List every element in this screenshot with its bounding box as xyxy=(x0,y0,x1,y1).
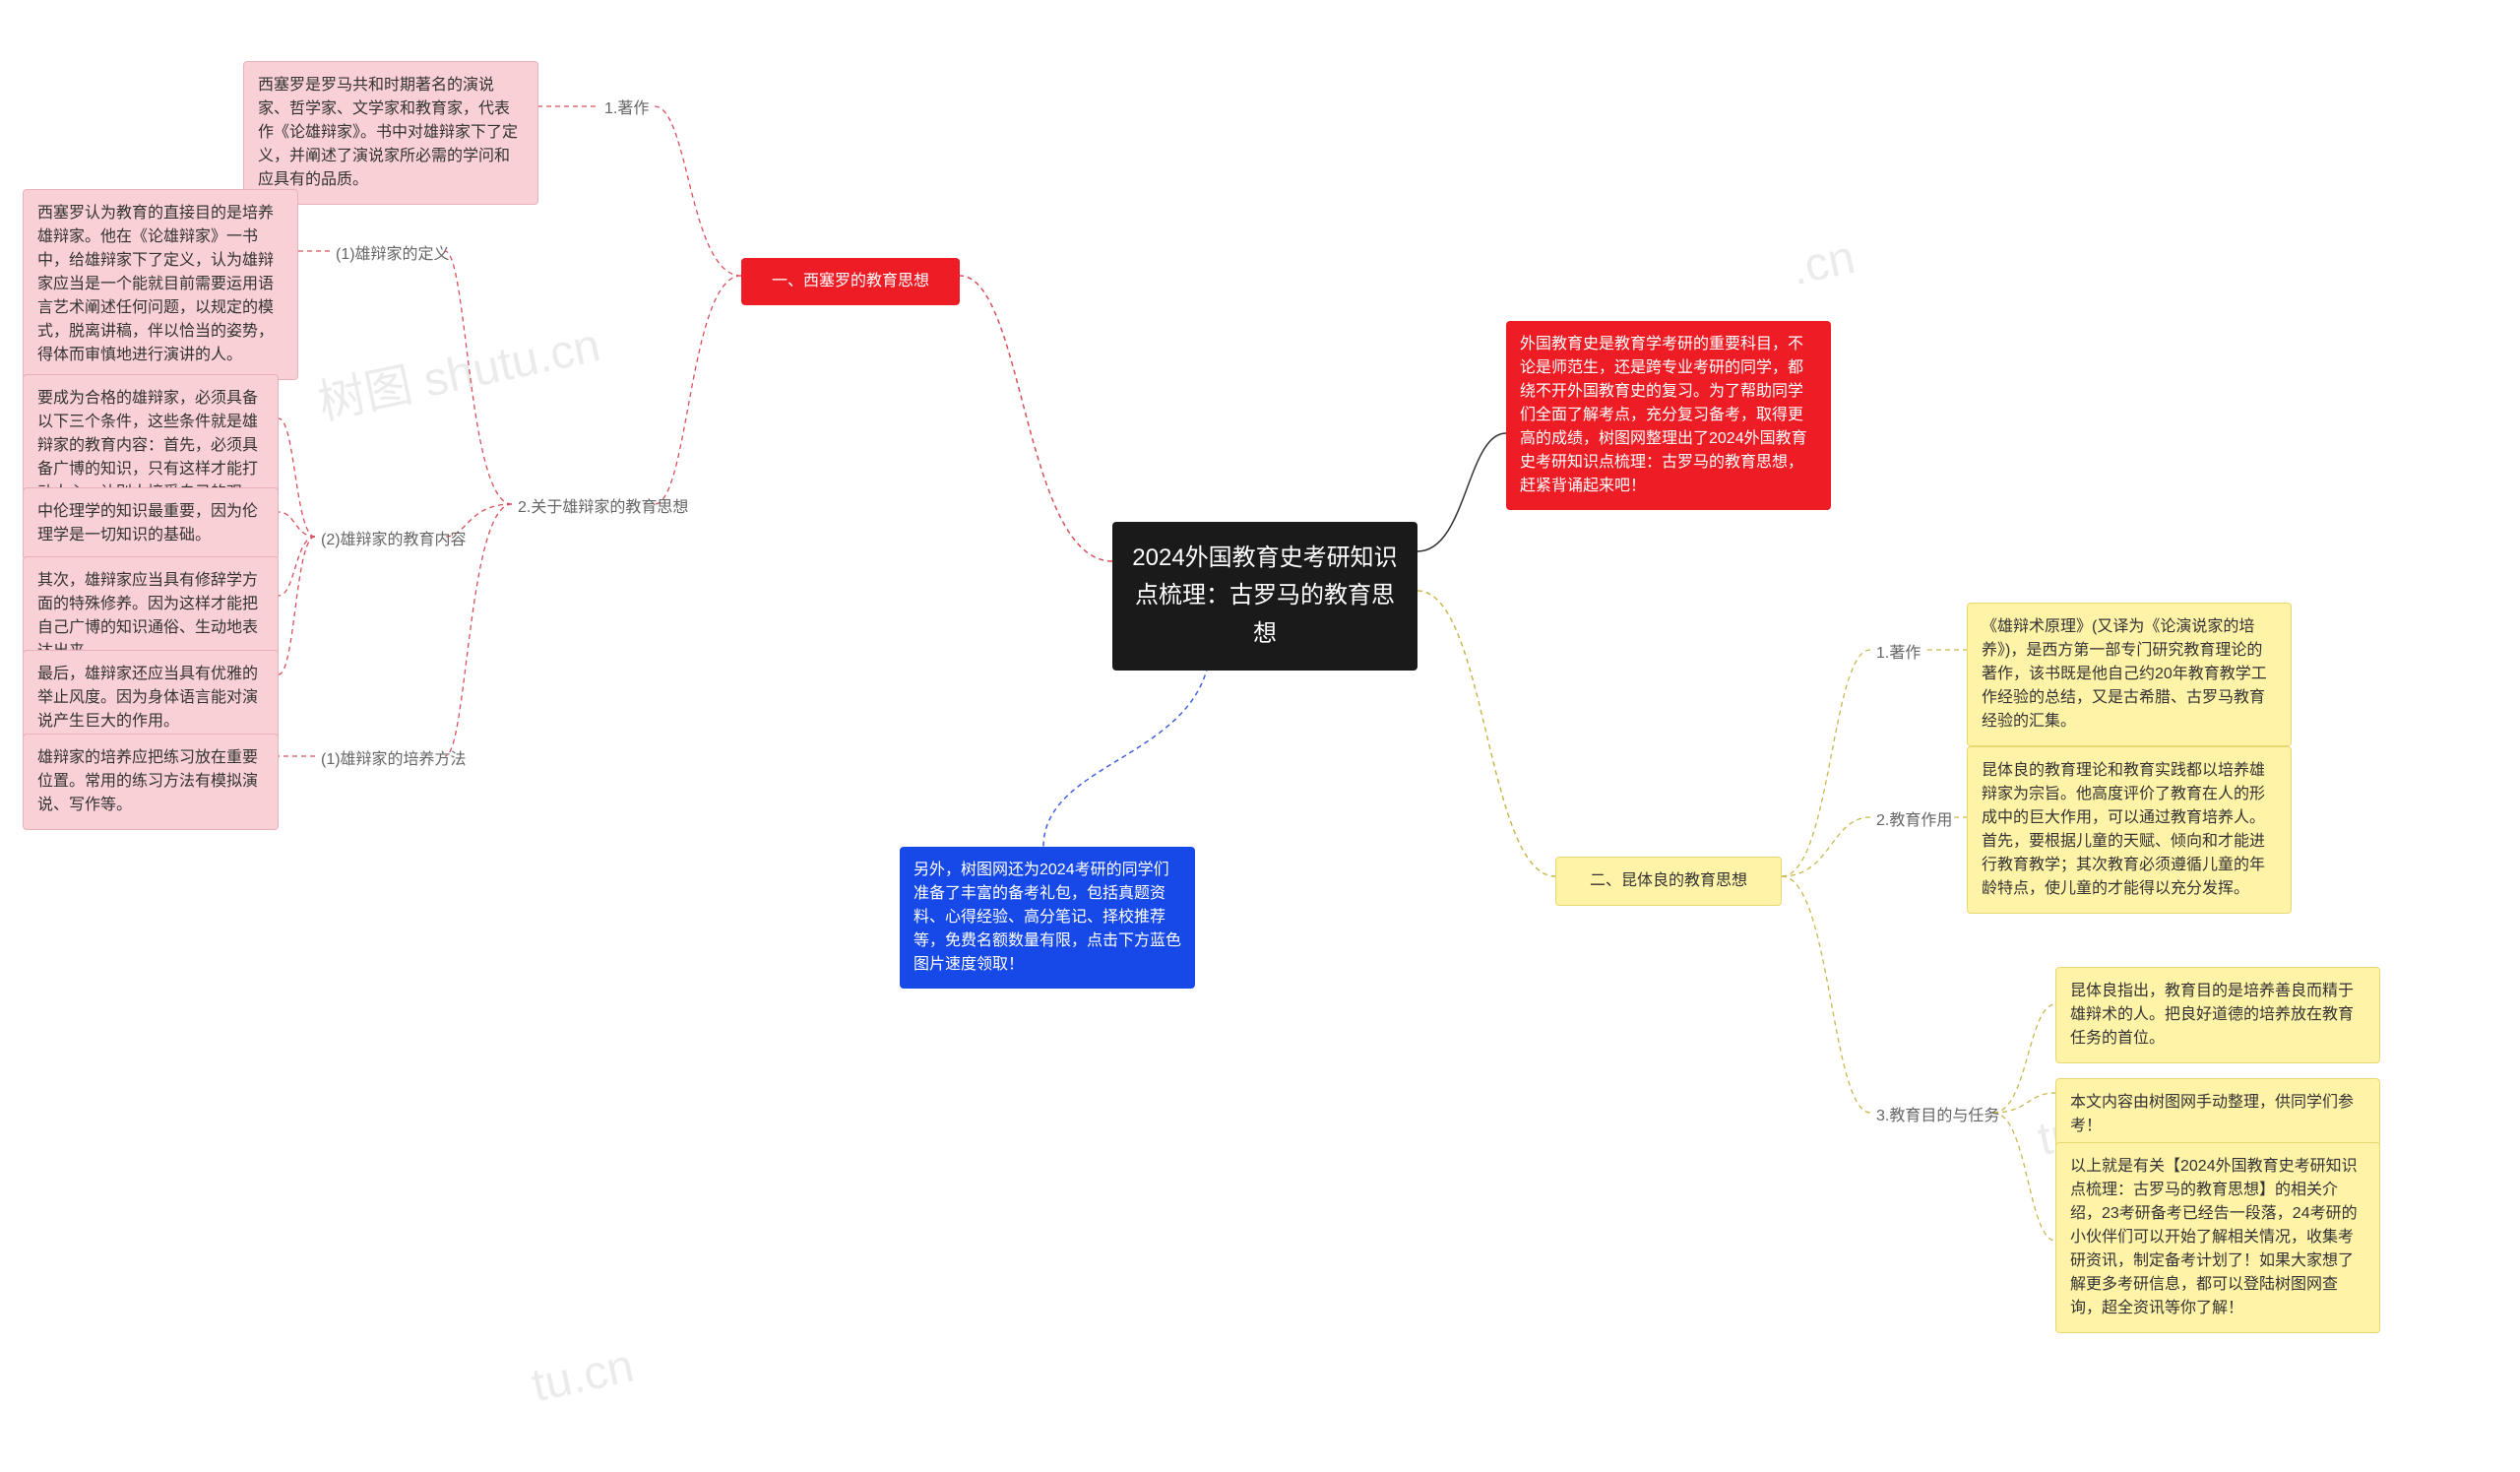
watermark: 树图 shutu.cn xyxy=(311,306,605,433)
promo-text: 另外，树图网还为2024考研的同学们准备了丰富的备考礼包，包括真题资料、心得经验… xyxy=(900,847,1195,989)
intro-text: 外国教育史是教育学考研的重要科目，不论是师范生，还是跨专业考研的同学，都绕不开外… xyxy=(1506,321,1831,510)
watermark: tu.cn xyxy=(527,1339,638,1413)
section1-sub1-content: 西塞罗认为教育的直接目的是培养雄辩家。他在《论雄辩家》一书中，给雄辩家下了定义，… xyxy=(23,189,298,380)
section1-sub2-c4: 最后，雄辩家还应当具有优雅的举止风度。因为身体语言能对演说产生巨大的作用。 xyxy=(23,650,279,746)
section1-title: 一、西塞罗的教育思想 xyxy=(741,258,960,305)
section2-item3-sub3: 以上就是有关【2024外国教育史考研知识点梳理：古罗马的教育思想】的相关介绍，2… xyxy=(2055,1142,2380,1333)
section1-item1-label: 1.著作 xyxy=(598,94,655,125)
section2-item2-content: 昆体良的教育理论和教育实践都以培养雄辩家为宗旨。他高度评价了教育在人的形成中的巨… xyxy=(1967,746,2292,914)
section1-item2-label: 2.关于雄辩家的教育思想 xyxy=(512,492,694,524)
section1-item1-content: 西塞罗是罗马共和时期著名的演说家、哲学家、文学家和教育家，代表作《论雄辩家》。书… xyxy=(243,61,538,205)
section2-item3-sub2: 本文内容由树图网手动整理，供同学们参考！ xyxy=(2055,1078,2380,1151)
section1-sub3-content: 雄辩家的培养应把练习放在重要位置。常用的练习方法有模拟演说、写作等。 xyxy=(23,734,279,830)
section1-sub2-c2: 中伦理学的知识最重要，因为伦理学是一切知识的基础。 xyxy=(23,487,279,560)
section2-item1-content: 《雄辩术原理》(又译为《论演说家的培养》)，是西方第一部专门研究教育理论的著作，… xyxy=(1967,603,2292,746)
section2-item3-sub1: 昆体良指出，教育目的是培养善良而精于雄辩术的人。把良好道德的培养放在教育任务的首… xyxy=(2055,967,2380,1063)
watermark: .cn xyxy=(1787,230,1859,296)
center-title: 2024外国教育史考研知识点梳理：古罗马的教育思想 xyxy=(1112,522,1418,671)
section1-sub2-label: (2)雄辩家的教育内容 xyxy=(315,525,472,556)
section1-sub3-label: (1)雄辩家的培养方法 xyxy=(315,744,472,776)
section2-item3-label: 3.教育目的与任务 xyxy=(1870,1101,2005,1132)
section1-sub1-label: (1)雄辩家的定义 xyxy=(330,239,456,271)
section2-item2-label: 2.教育作用 xyxy=(1870,805,1958,837)
section2-item1-label: 1.著作 xyxy=(1870,638,1926,670)
section2-title: 二、昆体良的教育思想 xyxy=(1555,857,1782,906)
